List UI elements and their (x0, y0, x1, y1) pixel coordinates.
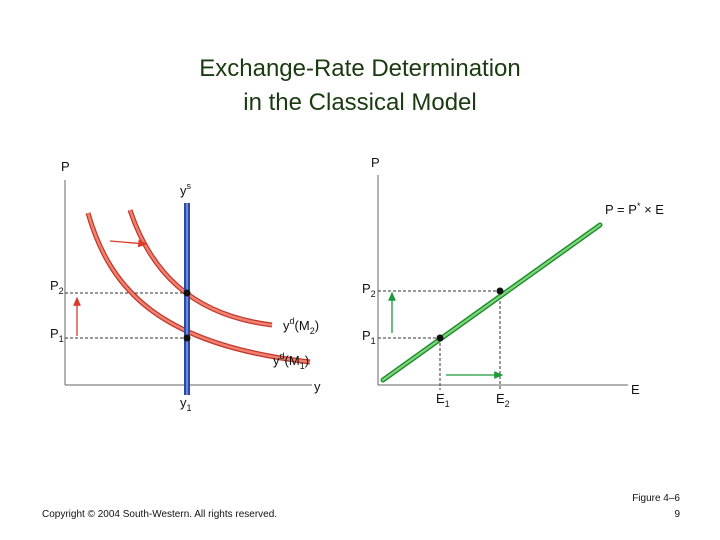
label-part: y (273, 353, 280, 368)
label-part: 2 (310, 326, 315, 336)
label-part: P (50, 278, 59, 293)
tick-label: y1 (180, 395, 192, 413)
label-part: P (362, 281, 371, 296)
demand-curve (128, 209, 273, 327)
label-part: * (637, 201, 641, 211)
label-part: y (180, 395, 187, 410)
title-line: Exchange-Rate Determination (199, 55, 521, 82)
label-part: 1 (187, 403, 192, 413)
figure-number: Figure 4–6 (632, 493, 680, 504)
label-part: P (50, 326, 59, 341)
label-part: E (436, 391, 445, 406)
tick-label: E1 (436, 391, 450, 409)
label-part: s (187, 181, 192, 191)
label-part: ) (305, 353, 309, 368)
label-part: P (362, 328, 371, 343)
label-part: × E (640, 202, 664, 217)
label-part: 1 (371, 336, 376, 346)
demand-curve (85, 212, 311, 365)
axis-label: E (631, 382, 640, 397)
label-part: 1 (59, 334, 64, 344)
axis-label: y (314, 379, 321, 394)
arrow (109, 239, 148, 248)
curve-label: yd(M2) (283, 316, 319, 336)
tick-label: P2 (50, 278, 64, 296)
label-part: P = P (605, 202, 637, 217)
copyright: Copyright © 2004 South-Western. All righ… (42, 509, 277, 520)
title-line: in the Classical Model (243, 89, 476, 116)
tick-label: P1 (362, 328, 376, 346)
tick-label: P2 (362, 281, 376, 299)
label-part: 1 (300, 361, 305, 371)
label-part: E (496, 391, 505, 406)
point (436, 334, 444, 342)
tick-label: P1 (50, 326, 64, 344)
left-panel: P y ys P2 P1 y1 yd(M2) yd(M1) (50, 159, 321, 413)
axis-label: P (61, 159, 70, 174)
parity-line (381, 223, 602, 382)
label-part: d (280, 351, 285, 361)
point (183, 289, 191, 297)
supply-line (186, 203, 188, 395)
label-part: 2 (505, 399, 510, 409)
label-part: (M (295, 318, 310, 333)
label-part: (M (285, 353, 300, 368)
label-part: 1 (445, 399, 450, 409)
right-panel: P E P = P* × E P2 P1 E1 E2 (362, 155, 664, 409)
curve-label: ys (180, 181, 192, 198)
equation: P = P* × E (605, 201, 664, 217)
page-number: 9 (674, 509, 680, 520)
point (183, 334, 191, 342)
label-part: y (180, 183, 187, 198)
label-part: 2 (59, 286, 64, 296)
label-part: 2 (371, 289, 376, 299)
axis-label: P (371, 155, 380, 170)
label-part: y (283, 318, 290, 333)
label-part: d (290, 316, 295, 326)
curve-label: yd(M1) (273, 351, 309, 371)
point (496, 287, 504, 295)
demand-curve (86, 212, 311, 364)
label-part: ) (315, 318, 319, 333)
tick-label: E2 (496, 391, 510, 409)
